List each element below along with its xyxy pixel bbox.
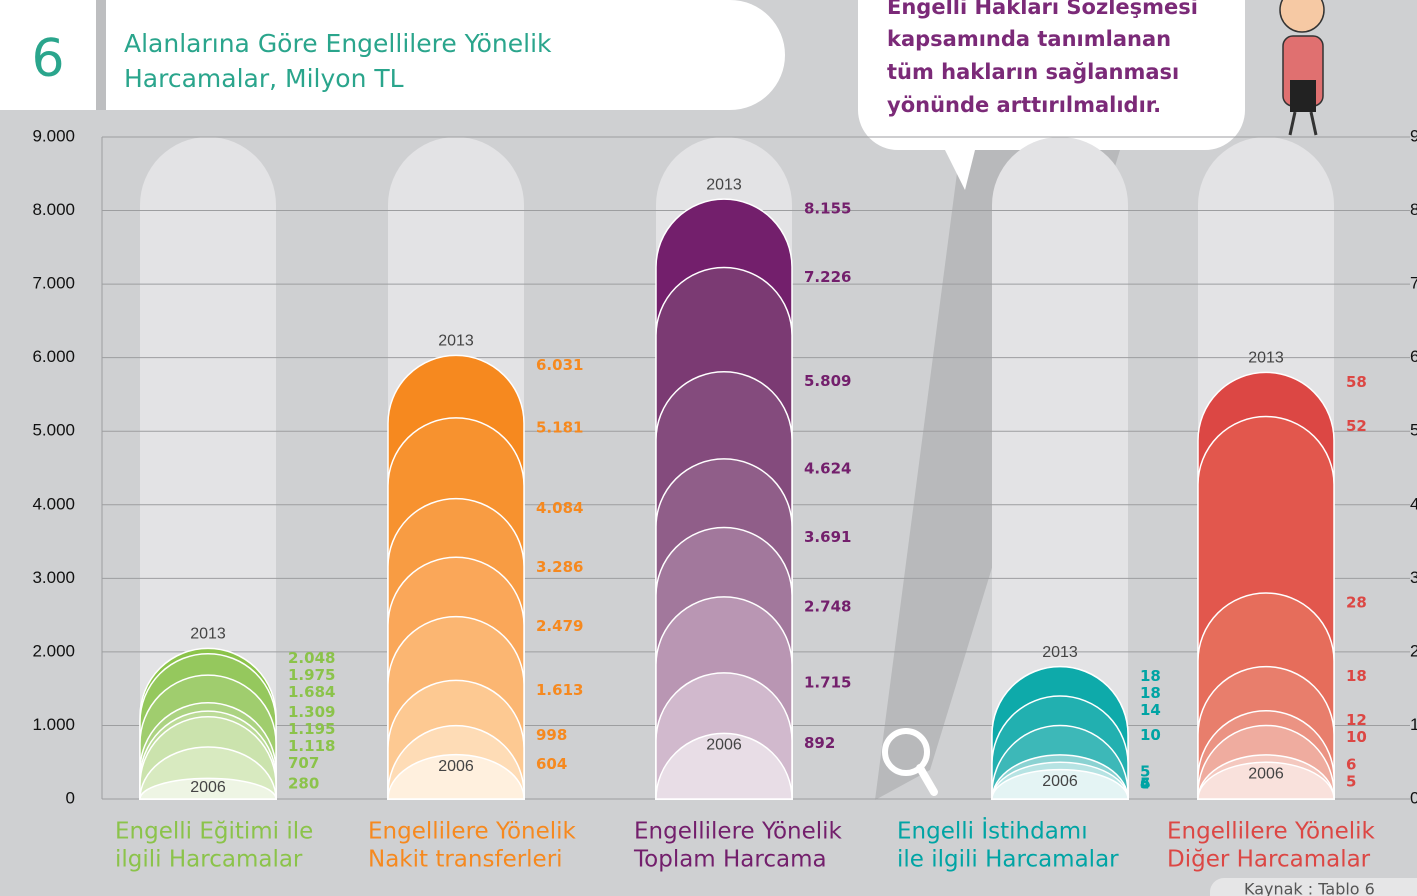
year-label: 2006 xyxy=(190,779,226,796)
year-label: 2013 xyxy=(1042,644,1078,661)
y2-tick-label: 20 xyxy=(1410,641,1417,660)
value-label: 6.031 xyxy=(536,356,583,374)
value-label: 1.195 xyxy=(288,720,335,738)
value-label: 3.691 xyxy=(804,528,851,546)
value-label: 5.181 xyxy=(536,418,583,436)
y-tick-label: 5.000 xyxy=(32,421,75,440)
category-label: Engellilere Yönelik xyxy=(1167,819,1376,845)
y2-tick-label: 10 xyxy=(1410,715,1417,734)
value-label: 707 xyxy=(288,754,319,772)
callout-text: tüm hakların sağlanması xyxy=(887,60,1179,84)
value-label: 12 xyxy=(1346,711,1367,729)
category-label: ile ilgili Harcamalar xyxy=(897,847,1119,873)
value-label: 3.286 xyxy=(536,558,583,576)
year-label: 2013 xyxy=(1248,350,1284,367)
y2-tick-label: 40 xyxy=(1410,494,1417,513)
value-label: 1.309 xyxy=(288,703,335,721)
divider xyxy=(96,0,106,110)
year-label: 2006 xyxy=(706,737,742,754)
value-label: 1.715 xyxy=(804,673,851,691)
value-label: 1.118 xyxy=(288,737,335,755)
y2-tick-label: 80 xyxy=(1410,200,1417,219)
y-tick-label: 1.000 xyxy=(32,715,75,734)
value-label: 52 xyxy=(1346,417,1367,435)
callout-text: Engelli Hakları Sözleşmesi xyxy=(887,0,1198,19)
value-label: 892 xyxy=(804,734,835,752)
value-label: 5.809 xyxy=(804,372,851,390)
year-label: 2013 xyxy=(706,176,742,193)
value-label: 58 xyxy=(1346,373,1367,391)
value-label: 6 xyxy=(1346,755,1356,773)
source: Kaynak : Tablo 6 xyxy=(1244,880,1375,896)
y2-tick-label: 90 xyxy=(1410,126,1417,145)
year-label: 2013 xyxy=(438,333,474,350)
value-label: 18 xyxy=(1140,667,1161,685)
y-tick-label: 3.000 xyxy=(32,568,75,587)
callout-text: kapsamında tanımlanan xyxy=(887,27,1171,51)
chart-title: Alanlarına Göre Engellilere Yönelik xyxy=(124,29,552,58)
year-label: 2006 xyxy=(438,758,474,775)
value-label: 28 xyxy=(1346,594,1367,612)
value-label: 2.479 xyxy=(536,617,583,635)
category-label: Engelli İstihdamı xyxy=(897,817,1088,845)
value-label: 7.226 xyxy=(804,268,851,286)
value-label: 10 xyxy=(1140,726,1161,744)
y2-tick-label: 70 xyxy=(1410,274,1417,293)
category-label: Diğer Harcamalar xyxy=(1167,847,1371,873)
y-tick-label: 2.000 xyxy=(32,641,75,660)
value-label: 5 xyxy=(1346,772,1356,790)
y-tick-label: 6.000 xyxy=(32,347,75,366)
y-tick-label: 0 xyxy=(66,788,75,807)
y2-tick-label: 0 xyxy=(1410,788,1417,807)
chart-title: Harcamalar, Milyon TL xyxy=(124,64,404,93)
year-label: 2006 xyxy=(1042,773,1078,790)
category-label: Engelli Eğitimi ile xyxy=(115,819,313,845)
category-label: Engellilere Yönelik xyxy=(368,819,577,845)
chart: 6 Alanlarına Göre Engellilere Yönelik Ha… xyxy=(0,0,1417,896)
value-label: 4.624 xyxy=(804,459,851,477)
value-label: 2.748 xyxy=(804,597,851,615)
value-label: 4 xyxy=(1140,775,1150,793)
y-tick-label: 8.000 xyxy=(32,200,75,219)
figure-number: 6 xyxy=(31,29,64,89)
category-label: Engellilere Yönelik xyxy=(634,819,843,845)
value-label: 18 xyxy=(1140,684,1161,702)
category-label: Toplam Harcama xyxy=(633,847,827,873)
value-label: 604 xyxy=(536,755,567,773)
y-tick-label: 9.000 xyxy=(32,126,75,145)
value-label: 1.975 xyxy=(288,666,335,684)
y2-tick-label: 60 xyxy=(1410,347,1417,366)
category-label: ilgili Harcamalar xyxy=(115,847,303,873)
category-label: Nakit transferleri xyxy=(368,847,563,873)
plot: 0 1.000 2.000 3.000 4.000 5.000 6.000 7.000 8.00… xyxy=(32,126,1417,872)
value-label: 280 xyxy=(288,775,319,793)
value-label: 8.155 xyxy=(804,200,851,218)
year-label: 2006 xyxy=(1248,765,1284,782)
value-label: 4.084 xyxy=(536,499,583,517)
value-label: 998 xyxy=(536,726,567,744)
value-label: 1.613 xyxy=(536,681,583,699)
character xyxy=(1280,0,1324,135)
page: {"chart_data": { "type": "bar", "figure_… xyxy=(0,0,1417,896)
value-label: 14 xyxy=(1140,701,1161,719)
year-label: 2013 xyxy=(190,626,226,643)
y2-tick-label: 50 xyxy=(1410,421,1417,440)
y-tick-label: 4.000 xyxy=(32,494,75,513)
value-label: 2.048 xyxy=(288,649,335,667)
y2-tick-label: 30 xyxy=(1410,568,1417,587)
callout-text: yönünde arttırılmalıdır. xyxy=(887,93,1161,117)
value-label: 10 xyxy=(1346,728,1367,746)
y-tick-label: 7.000 xyxy=(32,274,75,293)
value-label: 18 xyxy=(1346,667,1367,685)
value-label: 1.684 xyxy=(288,683,335,701)
